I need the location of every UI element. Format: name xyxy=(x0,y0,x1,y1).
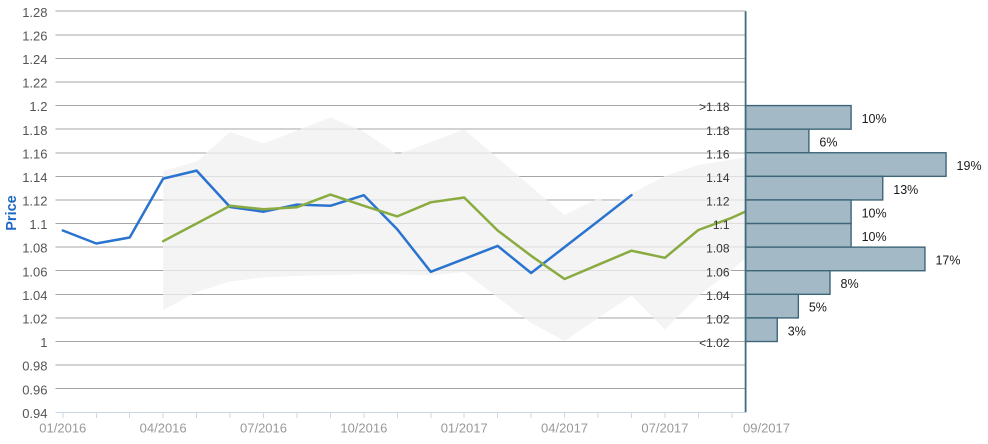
svg-text:10%: 10% xyxy=(862,206,887,220)
svg-text:01/2017: 01/2017 xyxy=(441,421,488,436)
svg-text:3%: 3% xyxy=(788,324,806,338)
svg-text:<1.02: <1.02 xyxy=(699,336,730,350)
svg-text:6%: 6% xyxy=(819,136,837,150)
svg-text:1.1: 1.1 xyxy=(29,217,47,232)
svg-text:07/2017: 07/2017 xyxy=(641,421,688,436)
svg-text:1.06: 1.06 xyxy=(22,264,47,279)
svg-text:1.08: 1.08 xyxy=(706,242,730,256)
svg-text:1.16: 1.16 xyxy=(22,146,47,161)
svg-text:09/2017: 09/2017 xyxy=(743,421,790,436)
svg-text:1.14: 1.14 xyxy=(22,170,47,185)
svg-text:1.02: 1.02 xyxy=(22,312,47,327)
svg-text:1.22: 1.22 xyxy=(22,76,47,91)
svg-text:04/2017: 04/2017 xyxy=(541,421,588,436)
svg-text:17%: 17% xyxy=(935,254,960,268)
svg-text:1.24: 1.24 xyxy=(22,52,47,67)
svg-text:01/2016: 01/2016 xyxy=(39,421,86,436)
svg-text:1.2: 1.2 xyxy=(29,99,47,114)
svg-text:13%: 13% xyxy=(893,183,918,197)
svg-text:1.26: 1.26 xyxy=(22,28,47,43)
svg-text:8%: 8% xyxy=(841,277,859,291)
svg-text:0.96: 0.96 xyxy=(22,382,47,397)
svg-text:Price: Price xyxy=(4,195,20,230)
svg-text:1.06: 1.06 xyxy=(706,265,730,279)
svg-text:5%: 5% xyxy=(809,301,827,315)
svg-text:10/2016: 10/2016 xyxy=(340,421,387,436)
svg-text:1.04: 1.04 xyxy=(22,288,47,303)
svg-text:1.02: 1.02 xyxy=(706,313,730,327)
svg-text:1.12: 1.12 xyxy=(22,194,47,209)
svg-text:1.18: 1.18 xyxy=(706,124,730,138)
svg-text:0.94: 0.94 xyxy=(22,406,47,421)
svg-text:07/2016: 07/2016 xyxy=(240,421,287,436)
svg-text:1.28: 1.28 xyxy=(22,5,47,20)
svg-text:1.16: 1.16 xyxy=(706,147,730,161)
svg-text:>1.18: >1.18 xyxy=(699,100,730,114)
svg-text:04/2016: 04/2016 xyxy=(140,421,187,436)
svg-text:1.12: 1.12 xyxy=(706,195,730,209)
svg-text:1.04: 1.04 xyxy=(706,289,730,303)
svg-text:0.98: 0.98 xyxy=(22,359,47,374)
svg-text:1.1: 1.1 xyxy=(713,218,730,232)
svg-text:1: 1 xyxy=(40,335,47,350)
svg-text:10%: 10% xyxy=(862,112,887,126)
svg-text:1.14: 1.14 xyxy=(706,171,730,185)
svg-text:1.18: 1.18 xyxy=(22,123,47,138)
svg-text:19%: 19% xyxy=(957,159,982,173)
svg-text:1.08: 1.08 xyxy=(22,241,47,256)
svg-text:10%: 10% xyxy=(862,230,887,244)
